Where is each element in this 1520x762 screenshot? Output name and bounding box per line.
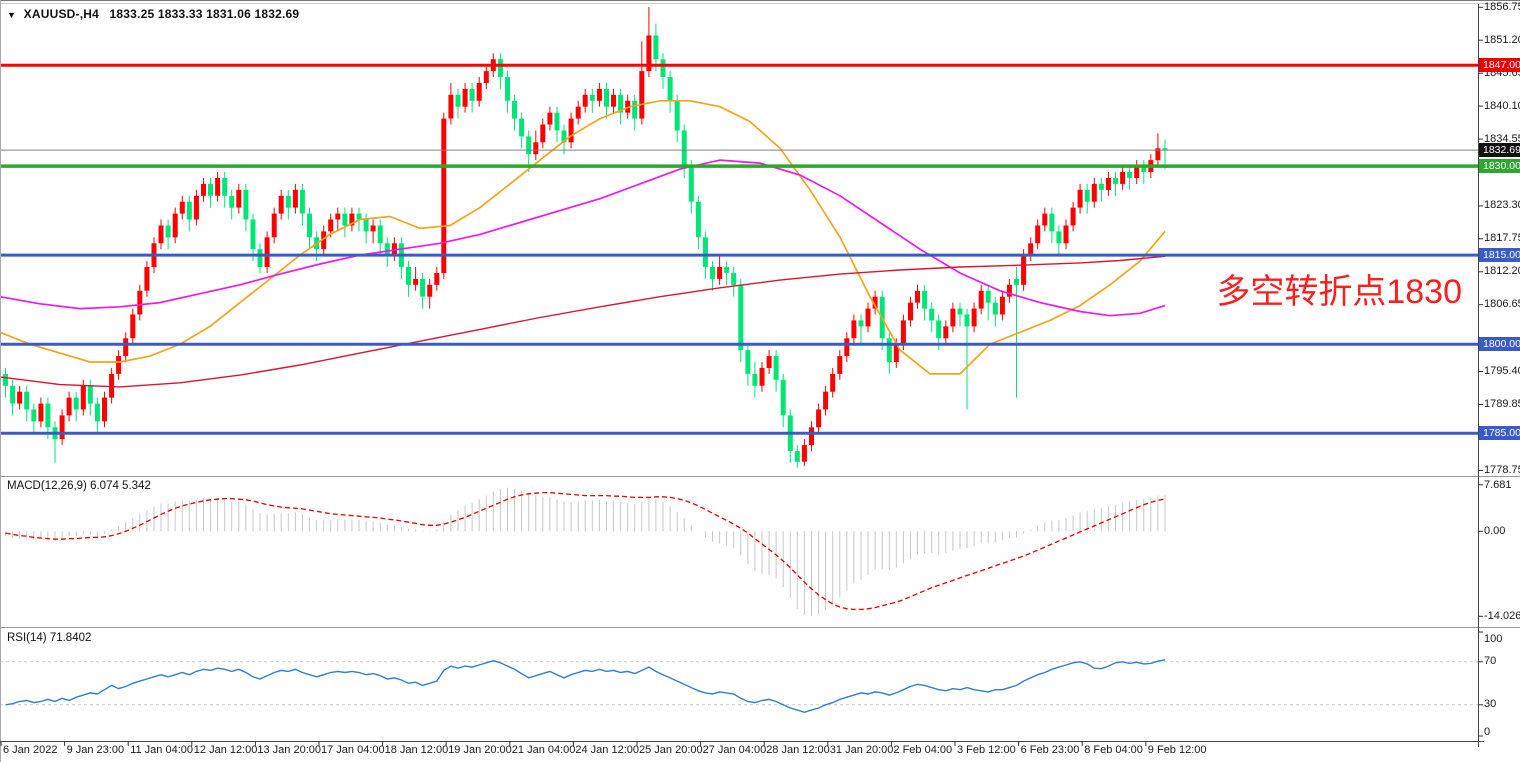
rsi-axis-label: 100 bbox=[1484, 633, 1503, 645]
symbol-timeframe-label: XAUUSD-,H4 bbox=[23, 7, 99, 21]
rsi-axis-label: 0 bbox=[1484, 726, 1491, 738]
price-axis-label: 1851.20 bbox=[1484, 33, 1520, 46]
time-axis[interactable]: 6 Jan 2022 9 Jan 23:00 11 Jan 04:00 12 Jan … bbox=[0, 744, 1478, 762]
price-axis-label: 1778.75 bbox=[1484, 463, 1520, 476]
time-axis-label: 24 Jan 12:00 bbox=[575, 744, 640, 756]
annotation-text[interactable]: 多空转折点1830 bbox=[1216, 273, 1462, 311]
price-axis-label: 1812.20 bbox=[1484, 265, 1520, 278]
price-level-badge: 1832.69 bbox=[1479, 143, 1520, 158]
price-level-badge: 1830.00 bbox=[1479, 159, 1520, 174]
time-axis-label: 18 Jan 12:00 bbox=[384, 744, 449, 756]
time-axis-label: 11 Jan 04:00 bbox=[130, 744, 193, 756]
time-axis-label: 27 Jan 04:00 bbox=[702, 744, 767, 756]
time-axis-label: 25 Jan 20:00 bbox=[639, 744, 703, 756]
rsi-axis-label: 70 bbox=[1484, 655, 1497, 668]
time-axis-label: 9 Jan 23:00 bbox=[66, 744, 125, 756]
macd-axis-label: -14.026 bbox=[1484, 609, 1520, 622]
rsi-indicator-label: RSI(14) 71.8402 bbox=[7, 632, 92, 644]
time-axis-label: 6 Jan 2022 bbox=[3, 744, 58, 756]
price-axis-label: 1806.65 bbox=[1484, 298, 1520, 311]
chart-title: ▼ XAUUSD-,H4 1833.25 1833.33 1831.06 183… bbox=[7, 7, 299, 21]
time-axis-label: 8 Feb 04:00 bbox=[1084, 744, 1143, 756]
time-axis-label: 13 Jan 20:00 bbox=[257, 744, 322, 756]
time-axis-label: 9 Feb 12:00 bbox=[1147, 744, 1207, 756]
price-axis-label: 1795.40 bbox=[1484, 365, 1520, 377]
time-axis-label: 2 Feb 04:00 bbox=[893, 744, 953, 756]
symbol-dropdown-icon[interactable]: ▼ bbox=[7, 10, 17, 20]
price-axis[interactable]: 1856.75 1851.20 1845.65 1840.10 1834.55 1823.… bbox=[1479, 0, 1520, 762]
price-level-badge: 1847.00 bbox=[1479, 58, 1520, 73]
time-axis-label: 12 Jan 12:00 bbox=[193, 744, 258, 756]
price-axis-label: 1856.75 bbox=[1484, 0, 1520, 13]
time-axis-label: 31 Jan 20:00 bbox=[829, 744, 894, 756]
macd-axis-label: 7.681 bbox=[1484, 479, 1512, 491]
price-axis-label: 1817.75 bbox=[1484, 232, 1520, 245]
time-axis-label: 28 Jan 12:00 bbox=[766, 744, 830, 756]
time-axis-label: 19 Jan 20:00 bbox=[448, 744, 512, 756]
time-axis-label: 6 Feb 23:00 bbox=[1020, 744, 1080, 756]
price-axis-label: 1789.85 bbox=[1484, 398, 1520, 410]
time-axis-label: 3 Feb 12:00 bbox=[957, 744, 1016, 756]
time-axis-label: 17 Jan 04:00 bbox=[321, 744, 385, 756]
time-axis-label: 21 Jan 04:00 bbox=[511, 744, 576, 756]
price-level-badge: 1815.00 bbox=[1479, 248, 1520, 263]
ohlc-quote-values: 1833.25 1833.33 1831.06 1832.69 bbox=[109, 7, 300, 21]
macd-axis-label: 0.00 bbox=[1484, 524, 1506, 537]
rsi-axis-label: 30 bbox=[1484, 698, 1497, 711]
price-axis-label: 1823.30 bbox=[1484, 199, 1520, 212]
price-axis-label: 1834.55 bbox=[1484, 132, 1520, 145]
price-axis-label: 1840.10 bbox=[1484, 99, 1520, 112]
price-level-badge: 1800.00 bbox=[1479, 337, 1520, 352]
macd-indicator-label: MACD(12,26,9) 6.074 5.342 bbox=[7, 480, 151, 492]
price-level-badge: 1785.00 bbox=[1479, 426, 1520, 441]
